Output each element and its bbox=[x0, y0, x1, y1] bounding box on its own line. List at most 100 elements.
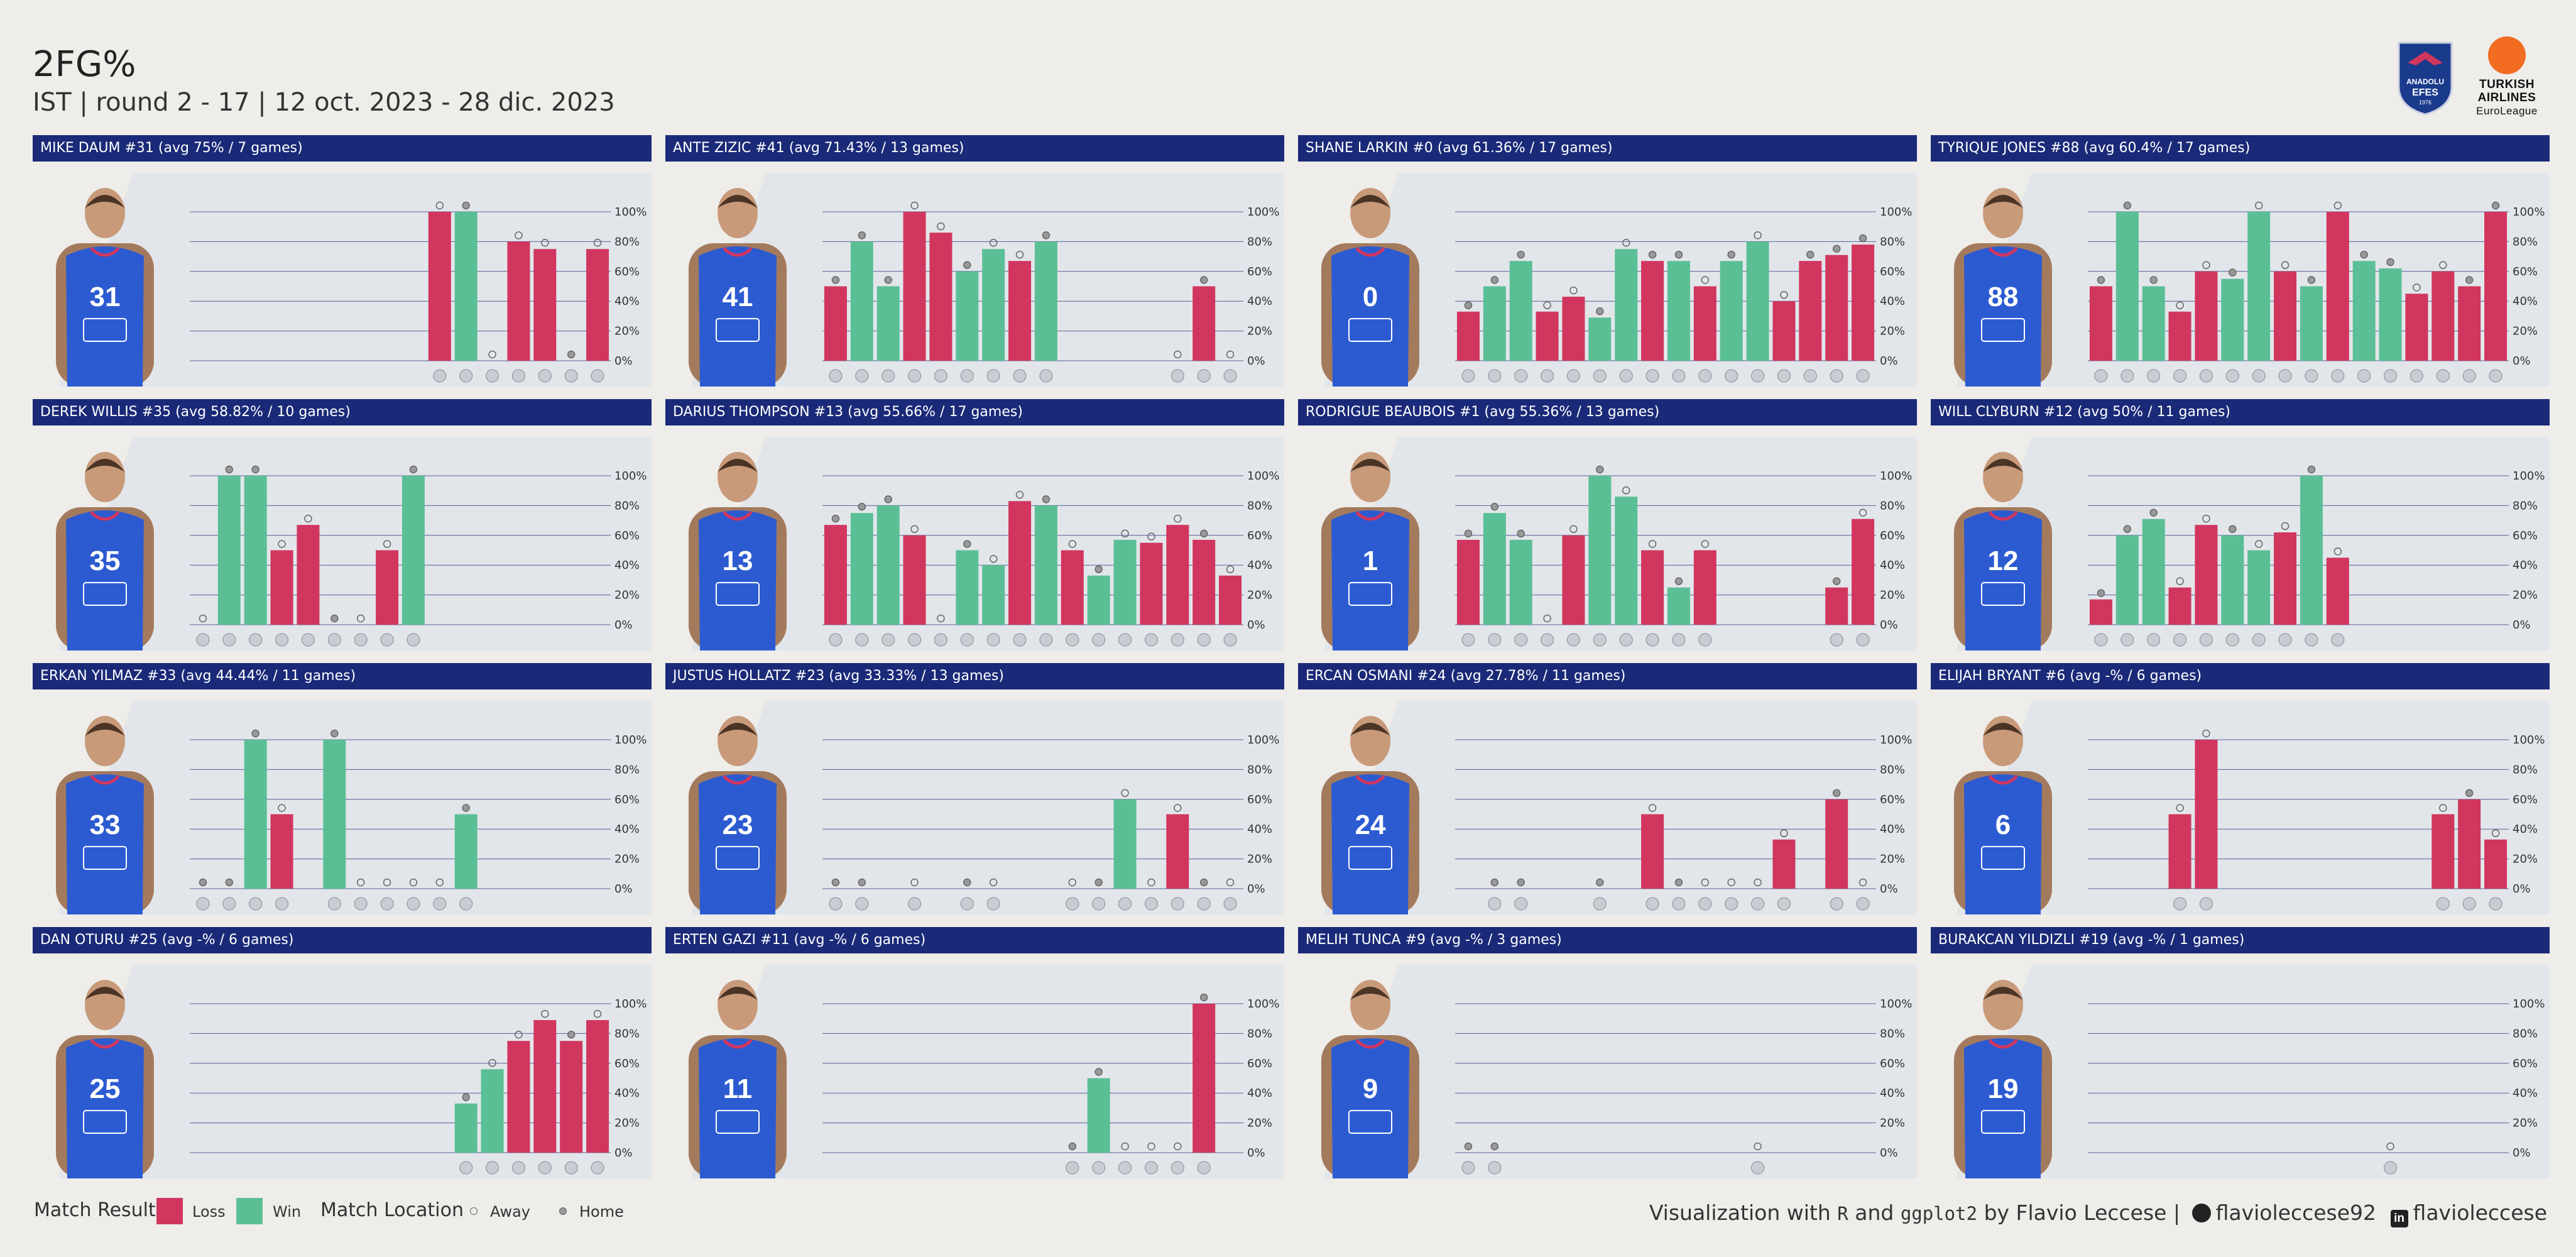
location-dot bbox=[2202, 514, 2210, 523]
credits-and: and bbox=[1855, 1200, 1894, 1225]
linkedin-handle[interactable]: flavioleccese bbox=[2413, 1200, 2547, 1225]
jersey-collar bbox=[723, 511, 753, 521]
panel-chart: 60%20%40%60%80%100% bbox=[1954, 701, 2550, 914]
location-dot bbox=[278, 540, 286, 548]
jersey-collar bbox=[723, 247, 753, 257]
opponent-logo-icon bbox=[1039, 369, 1053, 383]
bar bbox=[903, 212, 926, 361]
location-dot bbox=[515, 1031, 523, 1039]
player-panel: MIKE DAUM #31 (avg 75% / 7 games) 31 0% 20%… bbox=[33, 135, 652, 387]
opponent-logo-icon bbox=[354, 897, 368, 911]
bar bbox=[2274, 532, 2297, 625]
opponent-logo-icon bbox=[380, 897, 394, 911]
opponent-logo-icon bbox=[960, 897, 974, 911]
bar bbox=[1825, 799, 1848, 889]
opponent-logo-icon bbox=[1698, 633, 1712, 647]
bar bbox=[1061, 550, 1084, 625]
opponent-logo-icon bbox=[829, 897, 843, 911]
y-tick-label: 80% bbox=[1247, 1027, 1272, 1040]
jersey-team-name-icon bbox=[716, 318, 760, 342]
bar bbox=[824, 525, 847, 625]
opponent-logo-icon bbox=[591, 1161, 604, 1175]
opponent-logo-icon bbox=[486, 369, 499, 383]
location-dot bbox=[567, 1031, 576, 1039]
y-tick-label: 40% bbox=[1247, 1087, 1272, 1100]
y-tick-label: 60% bbox=[614, 1057, 640, 1070]
y-tick-label: 20% bbox=[2513, 1117, 2538, 1130]
y-tick-label: 100% bbox=[614, 206, 647, 219]
opponent-logo-icon bbox=[1488, 633, 1502, 647]
panel-title: ERKAN YILMAZ #33 (avg 44.44% / 11 games) bbox=[33, 663, 652, 689]
panel-chart: 88 0% 20% 40% 60% 80% 100% bbox=[1954, 173, 2550, 387]
location-dot bbox=[937, 222, 945, 231]
location-dot bbox=[1832, 577, 1841, 585]
legend-loss-swatch bbox=[156, 1198, 183, 1224]
location-dot bbox=[831, 276, 840, 284]
player-jersey bbox=[66, 510, 144, 650]
bar bbox=[824, 286, 847, 361]
opponent-logo-icon bbox=[1066, 1161, 1079, 1175]
jersey-team-name-icon bbox=[1348, 318, 1392, 342]
y-tick-label: 80% bbox=[1247, 763, 1272, 776]
player-photo: 13 bbox=[689, 452, 787, 650]
jersey-collar bbox=[90, 775, 120, 785]
bar bbox=[1588, 317, 1612, 361]
location-dot bbox=[1121, 1142, 1129, 1151]
panel-chart: 12 0% 20% 40% 60% 80% 100% bbox=[1954, 437, 2550, 650]
location-dot bbox=[858, 231, 866, 239]
jersey-collar bbox=[1355, 511, 1385, 521]
jersey-number: 9 bbox=[1363, 1073, 1378, 1104]
location-dot bbox=[593, 1009, 602, 1018]
opponent-logo-icon bbox=[1698, 369, 1712, 383]
opponent-logo-icon bbox=[380, 633, 394, 647]
opponent-logo-icon bbox=[1856, 633, 1870, 647]
location-dot bbox=[1648, 804, 1657, 812]
bar bbox=[982, 565, 1005, 625]
opponent-logo-icon bbox=[1039, 633, 1053, 647]
opponent-logo-icon bbox=[908, 369, 922, 383]
location-dot bbox=[304, 514, 312, 523]
jersey-collar bbox=[90, 247, 120, 257]
bar bbox=[2274, 271, 2297, 361]
location-dot bbox=[2229, 525, 2237, 534]
location-dot bbox=[488, 350, 496, 359]
opponent-logo-icon bbox=[1803, 369, 1817, 383]
location-dot bbox=[383, 540, 391, 548]
bar bbox=[1588, 476, 1612, 625]
player-jersey bbox=[699, 1038, 777, 1178]
github-handle[interactable]: flavioleccese92 bbox=[2215, 1200, 2377, 1225]
bar bbox=[2195, 740, 2218, 889]
y-tick-label: 0% bbox=[614, 618, 633, 632]
y-tick-label: 100% bbox=[1247, 997, 1279, 1011]
bar bbox=[1192, 1004, 1216, 1153]
y-tick-label: 40% bbox=[614, 1087, 640, 1100]
bar bbox=[1562, 535, 1585, 625]
opponent-logo-icon bbox=[1830, 897, 1843, 911]
location-dot bbox=[1174, 804, 1182, 812]
jersey-number: 19 bbox=[1988, 1073, 2019, 1104]
location-dot bbox=[1517, 250, 1525, 259]
opponent-logo-icon bbox=[407, 897, 420, 911]
opponent-logo-icon bbox=[459, 897, 473, 911]
player-panel: SHANE LARKIN #0 (avg 61.36% / 17 games) 0… bbox=[1298, 135, 1917, 387]
opponent-logo-icon bbox=[1171, 1161, 1184, 1175]
opponent-logo-icon bbox=[1461, 369, 1475, 383]
opponent-logo-icon bbox=[1751, 1161, 1765, 1175]
player-jersey bbox=[1331, 1038, 1409, 1178]
opponent-logo-icon bbox=[1171, 369, 1184, 383]
y-tick-label: 40% bbox=[1880, 295, 1905, 308]
bar bbox=[376, 550, 399, 625]
opponent-logo-icon bbox=[1144, 633, 1158, 647]
player-panel: ERCAN OSMANI #24 (avg 27.78% / 11 games)… bbox=[1298, 663, 1917, 914]
bar bbox=[2168, 814, 2191, 889]
opponent-logo-icon bbox=[196, 897, 210, 911]
opponent-logo-icon bbox=[249, 633, 263, 647]
player-jersey bbox=[699, 246, 777, 387]
opponent-logo-icon bbox=[327, 633, 341, 647]
location-dot bbox=[1174, 514, 1182, 523]
bar bbox=[323, 740, 346, 889]
location-dot bbox=[1147, 878, 1155, 887]
panel-title: MELIH TUNCA #9 (avg -% / 3 games) bbox=[1298, 927, 1917, 953]
bar bbox=[1483, 286, 1506, 361]
y-tick-label: 0% bbox=[1247, 354, 1265, 368]
